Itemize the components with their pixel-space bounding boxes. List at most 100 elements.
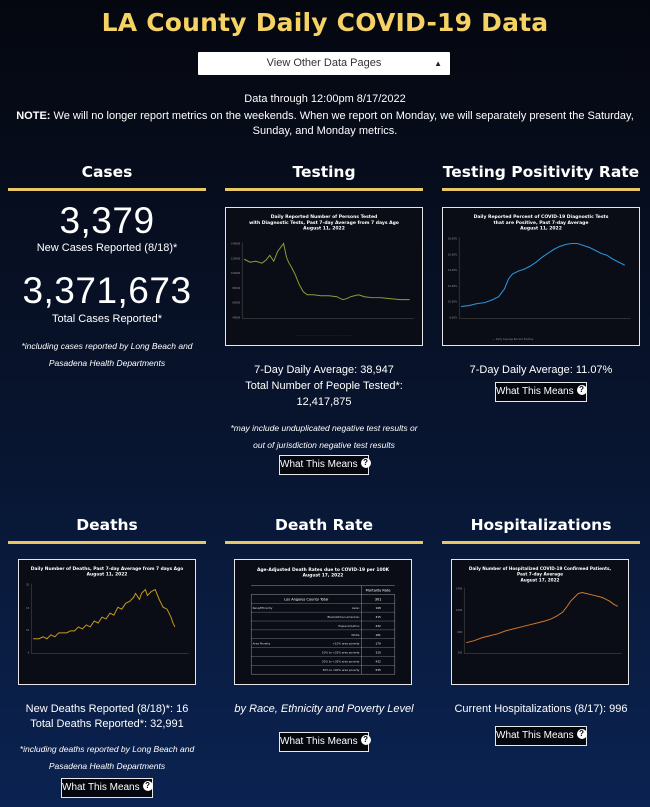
testing-divider (225, 188, 423, 191)
hospitalizations-chart-title-1: Daily Number of Hospitalized COVID-19 Co… (469, 566, 612, 571)
note-label: NOTE: (16, 110, 51, 122)
hospitalizations-chart-line (466, 591, 618, 644)
testing-chart-title-2: with Diagnostic Tests, Past 7-day Averag… (249, 220, 399, 226)
death-rate-what-this-means-button[interactable]: What This Means? (279, 732, 371, 752)
death-rate-table-header: Mortality Rate (366, 588, 391, 592)
positivity-title: Testing Positivity Rate (442, 163, 640, 181)
death-rate-chart-date: August 17, 2022 (303, 573, 344, 579)
positivity-what-this-means-button[interactable]: What This Means? (495, 382, 587, 402)
positivity-divider (442, 188, 640, 191)
positivity-chart-date: August 11, 2022 (520, 226, 562, 232)
svg-text:60000: 60000 (232, 301, 240, 305)
cases-title: Cases (81, 163, 133, 181)
death-rate-table-cell: Race/Ethnicity (253, 606, 273, 610)
death-rate-caption: by Race, Ethnicity and Poverty Level (234, 703, 414, 715)
svg-text:1000: 1000 (456, 608, 463, 612)
death-rate-table: Mortality Rate Los Angeles County Total 30… (250, 585, 396, 675)
deaths-what-this-means-button[interactable]: What This Means? (61, 778, 153, 798)
svg-text:14.00%: 14.00% (448, 268, 458, 272)
svg-text:1400: 1400 (456, 587, 463, 591)
death-rate-table-cell: <10% area poverty (333, 642, 360, 646)
death-rate-table-cell: Black/African American (327, 615, 359, 619)
testing-footnote: *may include unduplicated negative test … (230, 423, 418, 450)
testing-button-label: What This Means (280, 459, 358, 470)
death-rate-table-cell: Hispanic/Latino (338, 624, 359, 628)
testing-chart-title-1: Daily Reported Number of Persons Tested (271, 214, 378, 220)
testing-avg: 7-Day Daily Average: 38,947 (254, 364, 394, 376)
death-rate-table-cell: White (351, 633, 359, 637)
svg-text:10: 10 (26, 628, 30, 632)
data-through-text: Data through 12:00pm 8/17/2022 (244, 93, 406, 105)
new-cases-value: 3,379 (59, 200, 155, 241)
testing-title: Testing (292, 163, 356, 181)
positivity-chart-legend: — Daily Average Percent Positive (493, 337, 534, 341)
death-rate-table-cell: 181 (375, 633, 380, 637)
deaths-chart-date: August 11, 2022 (87, 572, 128, 578)
svg-text:40000: 40000 (232, 315, 240, 319)
dropdown-caret-icon: ▲ (434, 59, 442, 68)
death-rate-button-label: What This Means (280, 736, 358, 747)
svg-text:200: 200 (458, 650, 463, 654)
hospitalizations-title: Hospitalizations (470, 516, 612, 534)
deaths-button-label: What This Means (62, 782, 140, 793)
death-rate-table-cell: 20% to <30% area poverty (322, 659, 360, 663)
hospitalizations-what-this-means-button[interactable]: What This Means? (495, 726, 587, 746)
deaths-chart: Daily Number of Deaths, Past 7-day Avera… (26, 566, 189, 654)
death-rate-table-cell: 10% to <20% area poverty (322, 650, 360, 654)
death-rate-table-border (250, 594, 396, 675)
svg-text:15: 15 (26, 606, 30, 610)
svg-text:600: 600 (458, 630, 463, 634)
hospitalizations-current: Current Hospitalizations (8/17): 996 (454, 703, 628, 715)
positivity-chart-thumbnail[interactable]: Daily Reported Percent of COVID-19 Diagn… (442, 207, 640, 346)
death-rate-table-cell: 535 (375, 668, 380, 672)
deaths-chart-thumbnail[interactable]: Daily Number of Deaths, Past 7-day Avera… (18, 559, 196, 685)
deaths-new: New Deaths Reported (8/18)*: 16 (25, 703, 189, 715)
deaths-total: Total Deaths Reported*: 32,991 (30, 718, 184, 730)
cases-divider (8, 188, 206, 191)
note-text: NOTE: We will no longer report metrics o… (10, 109, 640, 139)
svg-text:80000: 80000 (232, 286, 240, 290)
testing-total-label: Total Number of People Tested*: (245, 380, 403, 392)
svg-text:5: 5 (28, 650, 30, 654)
death-rate-divider (225, 541, 423, 544)
question-icon: ? (576, 729, 587, 740)
hospitalizations-chart: Daily Number of Hospitalized COVID-19 Co… (456, 566, 622, 654)
testing-what-this-means-button[interactable]: What This Means? (279, 455, 371, 475)
cases-footnote: *including cases reported by Long Beach … (21, 341, 193, 368)
death-rate-table-image: Age-Adjusted Death Rates due to COVID-19… (250, 567, 396, 675)
deaths-chart-line (33, 588, 176, 640)
death-rate-chart-thumbnail[interactable]: Age-Adjusted Death Rates due to COVID-19… (234, 559, 412, 685)
death-rate-title: Death Rate (275, 516, 373, 534)
testing-chart-line (243, 242, 410, 301)
svg-text:10.00%: 10.00% (448, 300, 458, 304)
hospitalizations-button-label: What This Means (496, 730, 574, 741)
svg-text:140000: 140000 (231, 241, 241, 245)
positivity-chart-line (461, 242, 626, 308)
death-rate-table-cell: Los Angeles County Total (284, 597, 328, 601)
svg-text:100000: 100000 (231, 271, 241, 275)
death-rate-table-cell: 315 (375, 615, 380, 619)
total-cases-label: Total Cases Reported* (51, 313, 163, 325)
deaths-divider (8, 541, 206, 544)
svg-text:16.00%: 16.00% (448, 252, 458, 256)
positivity-avg: 7-Day Daily Average: 11.07% (469, 364, 613, 376)
question-icon: ? (360, 458, 371, 469)
hospitalizations-chart-title-2: Past 7-day Average (517, 572, 563, 577)
question-icon: ? (360, 735, 371, 746)
death-rate-table-cell: 432 (375, 624, 380, 628)
positivity-chart-title-2: that are Positive, Past 7-day Average (494, 220, 589, 226)
positivity-chart: Daily Reported Percent of COVID-19 Diagn… (448, 214, 631, 341)
svg-text:12.00%: 12.00% (448, 284, 458, 288)
testing-total-value: 12,417,875 (296, 396, 352, 408)
testing-chart-thumbnail[interactable]: Daily Reported Number of Persons Tested … (225, 207, 423, 346)
hospitalizations-chart-thumbnail[interactable]: Daily Number of Hospitalized COVID-19 Co… (451, 559, 629, 685)
svg-text:20: 20 (26, 583, 30, 587)
dropdown-label: View Other Data Pages (266, 57, 382, 69)
page-title: LA County Daily COVID-19 Data (101, 8, 549, 37)
deaths-chart-title: Daily Number of Deaths, Past 7-day Avera… (31, 566, 184, 572)
data-pages-dropdown[interactable]: View Other Data Pages ▲ (198, 52, 450, 75)
death-rate-table-cell: 30% to 100% area poverty (322, 668, 359, 672)
death-rate-chart-title: Age-Adjusted Death Rates due to COVID-19… (257, 567, 390, 573)
testing-chart-xlabel: — — — — — — — — — — — — — — — — — — — — … (296, 335, 352, 337)
death-rate-table-cell: Area Poverty (253, 642, 271, 646)
